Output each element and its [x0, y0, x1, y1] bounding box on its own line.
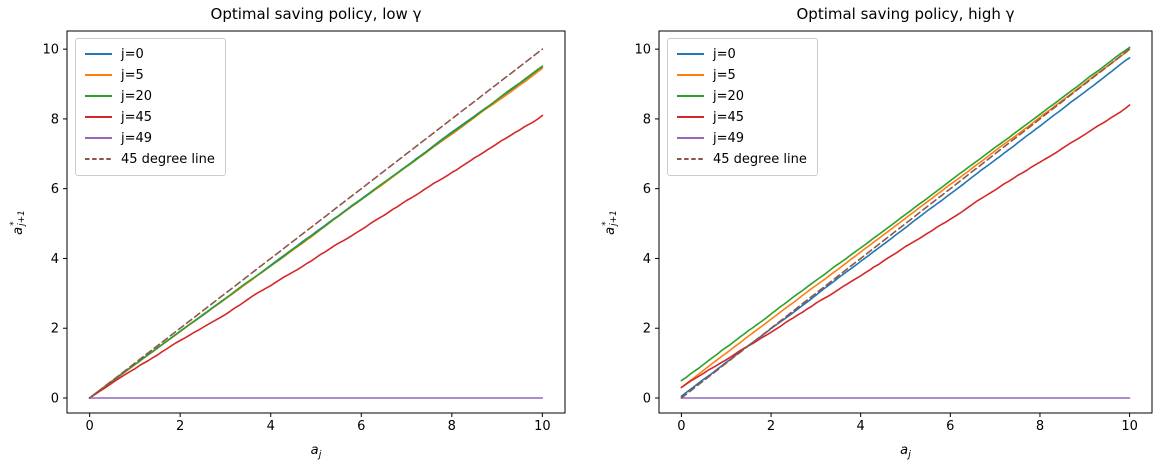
series-line-j-45: [88, 114, 544, 399]
legend-entry-45-degree-line: 45 degree line: [85, 151, 215, 168]
legend-label: j=5: [713, 67, 736, 83]
legend-entry-j-20: j=20: [85, 88, 215, 105]
right-plot-legend: j=0 j=5 j=20 j=45 j=49 45 degree line: [667, 38, 818, 176]
legend-line-sample: [677, 53, 704, 56]
axes-frame: [66, 30, 566, 414]
series-line-j-5: [680, 48, 1131, 389]
y-label-base: a: [10, 226, 26, 235]
x-tick-label: 0: [677, 419, 685, 434]
x-label-base: a: [900, 443, 909, 458]
x-label-sub: j: [908, 449, 911, 461]
y-tick-label: 0: [643, 391, 651, 406]
x-tick-label: 10: [534, 419, 551, 434]
y-tick-label: 0: [51, 391, 59, 406]
legend-entry-j-20: j=20: [677, 88, 807, 105]
right-y-axis-label: a * j+1: [593, 31, 627, 413]
x-tick-label: 4: [267, 419, 275, 434]
y-label-base: a: [602, 226, 618, 235]
legend-line-sample: [85, 74, 112, 77]
legend-entry-j-49: j=49: [677, 130, 807, 147]
y-tick-label: 2: [51, 322, 59, 337]
legend-line-sample: [85, 158, 112, 161]
legend-line-sample: [85, 53, 112, 56]
y-label-text: a * j+1: [601, 209, 619, 235]
legend-label: j=0: [121, 46, 144, 62]
legend-entry-45-degree-line: 45 degree line: [677, 151, 807, 168]
legend-label: 45 degree line: [121, 151, 215, 167]
legend-entry-j-45: j=45: [677, 109, 807, 126]
series-line-45-degree-line: [88, 48, 544, 399]
legend-line-sample: [677, 137, 704, 140]
legend-label: j=49: [121, 130, 153, 146]
legend-line-sample: [677, 95, 704, 98]
y-label-sub: j+1: [16, 209, 27, 226]
x-tick-label: 6: [946, 419, 954, 434]
legend-entry-j-0: j=0: [677, 46, 807, 63]
x-tick-label: 0: [85, 419, 93, 434]
x-label-base: a: [310, 443, 319, 458]
y-label-scripts: * j+1: [601, 209, 619, 226]
series-line-j-20: [88, 65, 544, 399]
axes-frame: [658, 30, 1153, 414]
legend-label: j=20: [121, 88, 153, 104]
legend-label: j=45: [713, 109, 745, 125]
y-tick-label: 10: [634, 43, 651, 58]
legend-label: 45 degree line: [713, 151, 807, 167]
x-tick-label: 8: [1036, 419, 1044, 434]
y-label-sub: j+1: [608, 209, 619, 226]
y-label-text: a * j+1: [9, 209, 27, 235]
series-line-45-degree-line: [680, 48, 1131, 399]
x-tick-label: 8: [448, 419, 456, 434]
left-x-axis-label: aj: [67, 443, 565, 463]
x-tick-label: 10: [1121, 419, 1138, 434]
x-tick-label: 6: [357, 419, 365, 434]
y-label-scripts: * j+1: [9, 209, 27, 226]
legend-line-sample: [677, 74, 704, 77]
left-plot-legend: j=0 j=5 j=20 j=45 j=49 45 degree line: [75, 38, 226, 176]
legend-label: j=0: [713, 46, 736, 62]
y-tick-label: 2: [643, 322, 651, 337]
left-plot-axes: 0 2 4 6 8 10 0 2 4 6 8 10: [42, 30, 566, 434]
x-tick-label: 4: [857, 419, 865, 434]
legend-entry-j-5: j=5: [677, 67, 807, 84]
legend-label: j=49: [713, 130, 745, 146]
left-plot-title: Optimal saving policy, low γ: [210, 5, 422, 23]
legend-entry-j-0: j=0: [85, 46, 215, 63]
right-x-axis-label: aj: [659, 443, 1152, 463]
y-tick-label: 4: [51, 252, 59, 267]
legend-line-sample: [85, 137, 112, 140]
legend-entry-j-45: j=45: [85, 109, 215, 126]
y-tick-label: 4: [643, 252, 651, 267]
y-tick-label: 6: [51, 182, 59, 197]
legend-line-sample: [85, 116, 112, 119]
right-plot-title: Optimal saving policy, high γ: [796, 5, 1015, 23]
legend-label: j=20: [713, 88, 745, 104]
legend-label: j=5: [121, 67, 144, 83]
series-line-j-20: [680, 46, 1131, 382]
y-tick-label: 8: [643, 112, 651, 127]
left-y-axis-label: a * j+1: [1, 31, 35, 413]
legend-line-sample: [677, 158, 704, 161]
legend-entry-j-49: j=49: [85, 130, 215, 147]
legend-entry-j-5: j=5: [85, 67, 215, 84]
y-tick-label: 10: [42, 43, 59, 58]
legend-label: j=45: [121, 109, 153, 125]
legend-line-sample: [85, 95, 112, 98]
y-tick-label: 6: [643, 182, 651, 197]
series-line-j-45: [680, 104, 1131, 389]
right-plot-axes: 0 2 4 6 8 10 0 2 4 6 8 10: [634, 30, 1153, 434]
x-tick-label: 2: [767, 419, 775, 434]
y-tick-label: 8: [51, 112, 59, 127]
x-label-sub: j: [318, 449, 322, 461]
x-tick-label: 2: [176, 419, 184, 434]
legend-line-sample: [677, 116, 704, 119]
